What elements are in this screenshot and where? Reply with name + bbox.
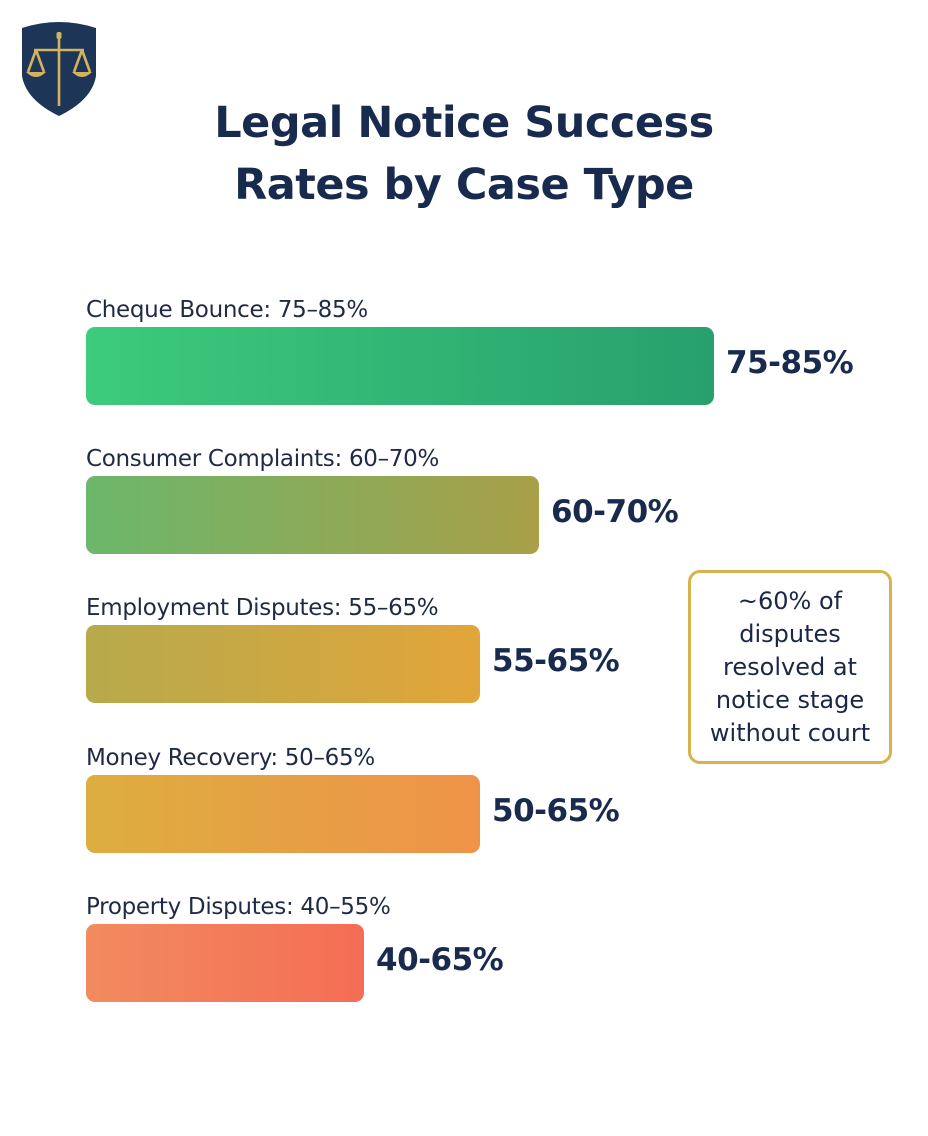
chart-title: Legal Notice Success Rates by Case Type bbox=[0, 92, 928, 216]
annotation-callout: ~60% of disputes resolved at notice stag… bbox=[688, 570, 892, 764]
scales-of-justice-icon bbox=[26, 36, 92, 106]
category-label: Employment Disputes: 55–65% bbox=[86, 595, 439, 621]
category-label: Property Disputes: 40–55% bbox=[86, 894, 391, 920]
bar-row: Employment Disputes: 55–65% 55-65% bbox=[86, 595, 926, 725]
category-label: Consumer Complaints: 60–70% bbox=[86, 446, 440, 472]
value-label: 50-65% bbox=[492, 793, 620, 829]
bar-row: Money Recovery: 50–65% 50-65% bbox=[86, 745, 926, 875]
bar bbox=[86, 625, 480, 703]
value-label: 75-85% bbox=[726, 345, 854, 381]
value-label: 40-65% bbox=[376, 942, 504, 978]
value-label: 55-65% bbox=[492, 643, 620, 679]
bar-row: Consumer Complaints: 60–70% 60-70% bbox=[86, 446, 926, 576]
bar bbox=[86, 924, 364, 1002]
value-label: 60-70% bbox=[551, 494, 679, 530]
bar-row: Cheque Bounce: 75–85% 75-85% bbox=[86, 297, 926, 427]
bar-row: Property Disputes: 40–55% 40-65% bbox=[86, 894, 926, 1024]
category-label: Cheque Bounce: 75–85% bbox=[86, 297, 368, 323]
annotation-text: ~60% of disputes resolved at notice stag… bbox=[709, 586, 871, 747]
title-line: Legal Notice Success bbox=[214, 98, 714, 148]
bar bbox=[86, 775, 480, 853]
bar bbox=[86, 476, 539, 554]
title-line: Rates by Case Type bbox=[234, 160, 694, 210]
category-label: Money Recovery: 50–65% bbox=[86, 745, 375, 771]
shield-scales-logo bbox=[22, 22, 96, 116]
bar bbox=[86, 327, 714, 405]
